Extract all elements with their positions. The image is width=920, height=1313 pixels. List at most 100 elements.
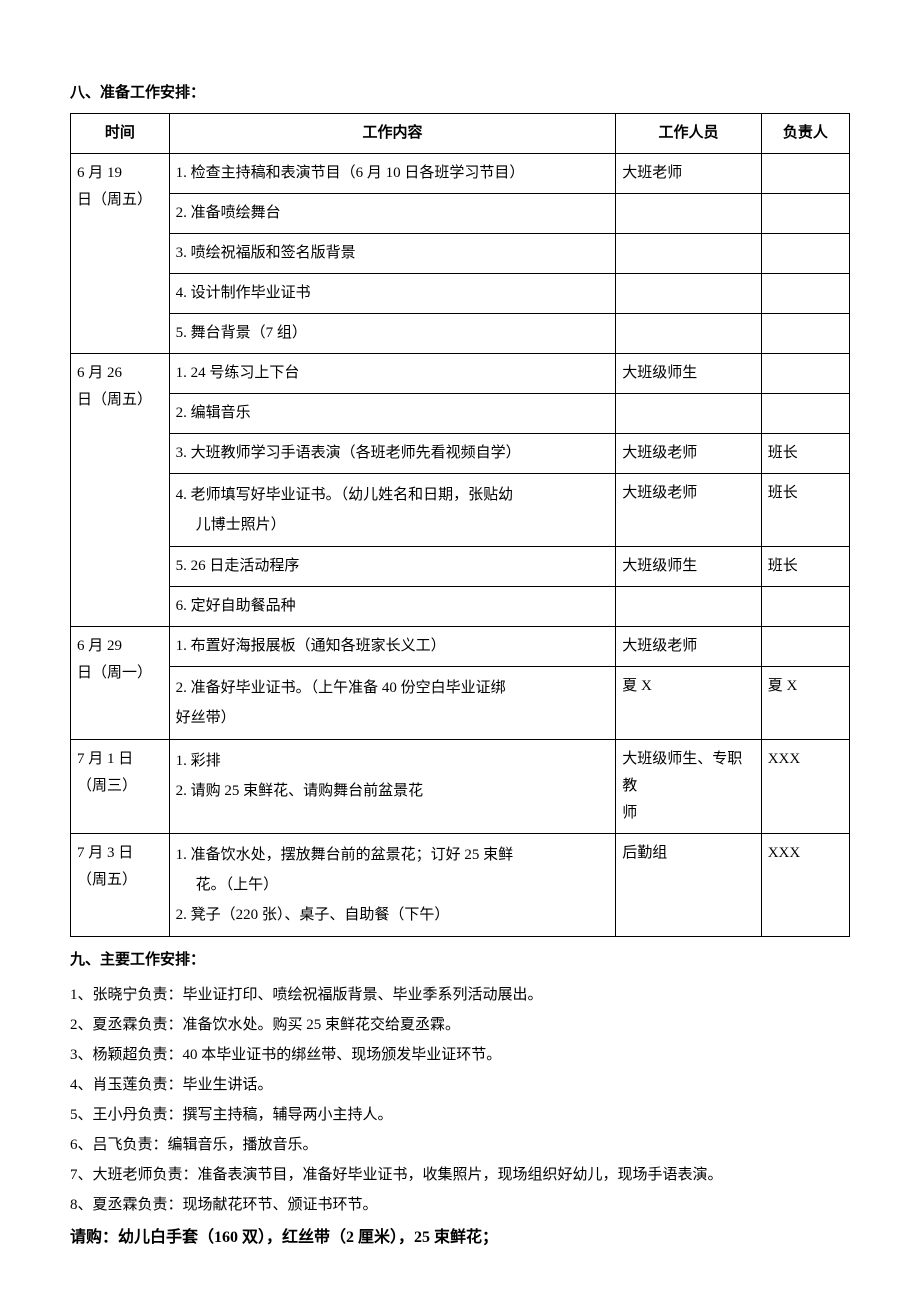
list-item: 4、肖玉莲负责：毕业生讲话。 xyxy=(70,1070,850,1100)
time-line: 日（周五） xyxy=(77,387,163,414)
section-8-title: 八、准备工作安排： xyxy=(70,80,850,107)
cell-staff: 大班老师 xyxy=(616,154,761,194)
cell-owner xyxy=(761,354,849,394)
time-line: （周三） xyxy=(77,773,163,800)
cell-owner xyxy=(761,394,849,434)
cell-owner: 班长 xyxy=(761,474,849,547)
time-line: 7 月 3 日 xyxy=(77,840,163,867)
time-line: 日（周一） xyxy=(77,660,163,687)
cell-task: 6. 定好自助餐品种 xyxy=(169,587,616,627)
cell-task: 1. 24 号练习上下台 xyxy=(169,354,616,394)
table-row: 7 月 3 日 （周五） 1. 准备饮水处，摆放舞台前的盆景花；订好 25 束鲜… xyxy=(71,834,850,937)
cell-staff xyxy=(616,394,761,434)
cell-task: 1. 彩排 2. 请购 25 束鲜花、请购舞台前盆景花 xyxy=(169,740,616,834)
table-row: 2. 准备喷绘舞台 xyxy=(71,194,850,234)
prep-work-table: 时间 工作内容 工作人员 负责人 6 月 19 日（周五） 1. 检查主持稿和表… xyxy=(70,113,850,937)
cell-staff: 大班级师生 xyxy=(616,354,761,394)
cell-time: 6 月 29 日（周一） xyxy=(71,627,170,740)
cell-staff: 大班级师生 xyxy=(616,547,761,587)
staff-line: 大班级师生、专职教 xyxy=(622,746,754,800)
task-line: 儿博士照片） xyxy=(176,510,610,540)
cell-time: 7 月 1 日 （周三） xyxy=(71,740,170,834)
cell-staff xyxy=(616,587,761,627)
task-line: 2. 准备好毕业证书。（上午准备 40 份空白毕业证绑 xyxy=(176,673,610,703)
cell-task: 4. 设计制作毕业证书 xyxy=(169,274,616,314)
cell-task: 3. 喷绘祝福版和签名版背景 xyxy=(169,234,616,274)
cell-time: 6 月 19 日（周五） xyxy=(71,154,170,354)
cell-task: 4. 老师填写好毕业证书。（幼儿姓名和日期，张贴幼 儿博士照片） xyxy=(169,474,616,547)
cell-owner xyxy=(761,234,849,274)
time-line: 6 月 26 xyxy=(77,360,163,387)
cell-staff: 夏 X xyxy=(616,667,761,740)
table-row: 3. 喷绘祝福版和签名版背景 xyxy=(71,234,850,274)
time-line: （周五） xyxy=(77,867,163,894)
cell-time: 7 月 3 日 （周五） xyxy=(71,834,170,937)
cell-owner xyxy=(761,274,849,314)
table-row: 4. 老师填写好毕业证书。（幼儿姓名和日期，张贴幼 儿博士照片） 大班级老师 班… xyxy=(71,474,850,547)
cell-task: 2. 准备喷绘舞台 xyxy=(169,194,616,234)
table-header-row: 时间 工作内容 工作人员 负责人 xyxy=(71,114,850,154)
table-row: 5. 26 日走活动程序 大班级师生 班长 xyxy=(71,547,850,587)
cell-task: 1. 检查主持稿和表演节目（6 月 10 日各班学习节目） xyxy=(169,154,616,194)
cell-owner xyxy=(761,194,849,234)
cell-staff xyxy=(616,314,761,354)
cell-owner xyxy=(761,154,849,194)
header-staff: 工作人员 xyxy=(616,114,761,154)
table-row: 5. 舞台背景（7 组） xyxy=(71,314,850,354)
time-line: 6 月 19 xyxy=(77,160,163,187)
table-row: 6 月 26 日（周五） 1. 24 号练习上下台 大班级师生 xyxy=(71,354,850,394)
table-row: 3. 大班教师学习手语表演（各班老师先看视频自学） 大班级老师 班长 xyxy=(71,434,850,474)
cell-staff: 大班级老师 xyxy=(616,434,761,474)
cell-owner: 班长 xyxy=(761,547,849,587)
cell-owner: 班长 xyxy=(761,434,849,474)
cell-task: 5. 26 日走活动程序 xyxy=(169,547,616,587)
cell-staff: 大班级老师 xyxy=(616,474,761,547)
cell-owner xyxy=(761,587,849,627)
table-row: 4. 设计制作毕业证书 xyxy=(71,274,850,314)
time-line: 6 月 29 xyxy=(77,633,163,660)
table-row: 2. 准备好毕业证书。（上午准备 40 份空白毕业证绑 好丝带） 夏 X 夏 X xyxy=(71,667,850,740)
cell-staff: 大班级老师 xyxy=(616,627,761,667)
task-line: 2. 请购 25 束鲜花、请购舞台前盆景花 xyxy=(176,776,610,806)
cell-task: 1. 布置好海报展板（通知各班家长义工） xyxy=(169,627,616,667)
list-item: 6、吕飞负责：编辑音乐，播放音乐。 xyxy=(70,1130,850,1160)
table-row: 6 月 19 日（周五） 1. 检查主持稿和表演节目（6 月 10 日各班学习节… xyxy=(71,154,850,194)
cell-staff xyxy=(616,234,761,274)
cell-owner xyxy=(761,314,849,354)
header-content: 工作内容 xyxy=(169,114,616,154)
list-item: 1、张晓宁负责：毕业证打印、喷绘祝福版背景、毕业季系列活动展出。 xyxy=(70,980,850,1010)
list-item: 2、夏丞霖负责：准备饮水处。购买 25 束鲜花交给夏丞霖。 xyxy=(70,1010,850,1040)
task-line: 2. 凳子（220 张）、桌子、自助餐（下午） xyxy=(176,900,610,930)
table-row: 6. 定好自助餐品种 xyxy=(71,587,850,627)
cell-task: 5. 舞台背景（7 组） xyxy=(169,314,616,354)
cell-owner xyxy=(761,627,849,667)
cell-staff: 大班级师生、专职教 师 xyxy=(616,740,761,834)
task-line: 1. 准备饮水处，摆放舞台前的盆景花；订好 25 束鲜 xyxy=(176,840,610,870)
cell-owner: XXX xyxy=(761,740,849,834)
staff-line: 师 xyxy=(622,800,754,827)
time-line: 7 月 1 日 xyxy=(77,746,163,773)
list-item: 5、王小丹负责：撰写主持稿，辅导两小主持人。 xyxy=(70,1100,850,1130)
section-9-title: 九、主要工作安排： xyxy=(70,947,850,974)
time-line: 日（周五） xyxy=(77,187,163,214)
cell-task: 1. 准备饮水处，摆放舞台前的盆景花；订好 25 束鲜 花。（上午） 2. 凳子… xyxy=(169,834,616,937)
list-item: 8、夏丞霖负责：现场献花环节、颁证书环节。 xyxy=(70,1190,850,1220)
task-line: 4. 老师填写好毕业证书。（幼儿姓名和日期，张贴幼 xyxy=(176,480,610,510)
list-item: 7、大班老师负责：准备表演节目，准备好毕业证书，收集照片，现场组织好幼儿，现场手… xyxy=(70,1160,850,1190)
cell-owner: XXX xyxy=(761,834,849,937)
cell-task: 2. 编辑音乐 xyxy=(169,394,616,434)
list-item: 3、杨颖超负责：40 本毕业证书的绑丝带、现场颁发毕业证环节。 xyxy=(70,1040,850,1070)
table-row: 7 月 1 日 （周三） 1. 彩排 2. 请购 25 束鲜花、请购舞台前盆景花… xyxy=(71,740,850,834)
table-row: 6 月 29 日（周一） 1. 布置好海报展板（通知各班家长义工） 大班级老师 xyxy=(71,627,850,667)
cell-staff xyxy=(616,274,761,314)
cell-task: 3. 大班教师学习手语表演（各班老师先看视频自学） xyxy=(169,434,616,474)
cell-task: 2. 准备好毕业证书。（上午准备 40 份空白毕业证绑 好丝带） xyxy=(169,667,616,740)
header-owner: 负责人 xyxy=(761,114,849,154)
task-line: 好丝带） xyxy=(176,703,610,733)
cell-staff xyxy=(616,194,761,234)
purchase-request: 请购：幼儿白手套（160 双），红丝带（2 厘米），25 束鲜花； xyxy=(70,1224,850,1253)
task-line: 1. 彩排 xyxy=(176,746,610,776)
table-row: 2. 编辑音乐 xyxy=(71,394,850,434)
cell-owner: 夏 X xyxy=(761,667,849,740)
header-time: 时间 xyxy=(71,114,170,154)
